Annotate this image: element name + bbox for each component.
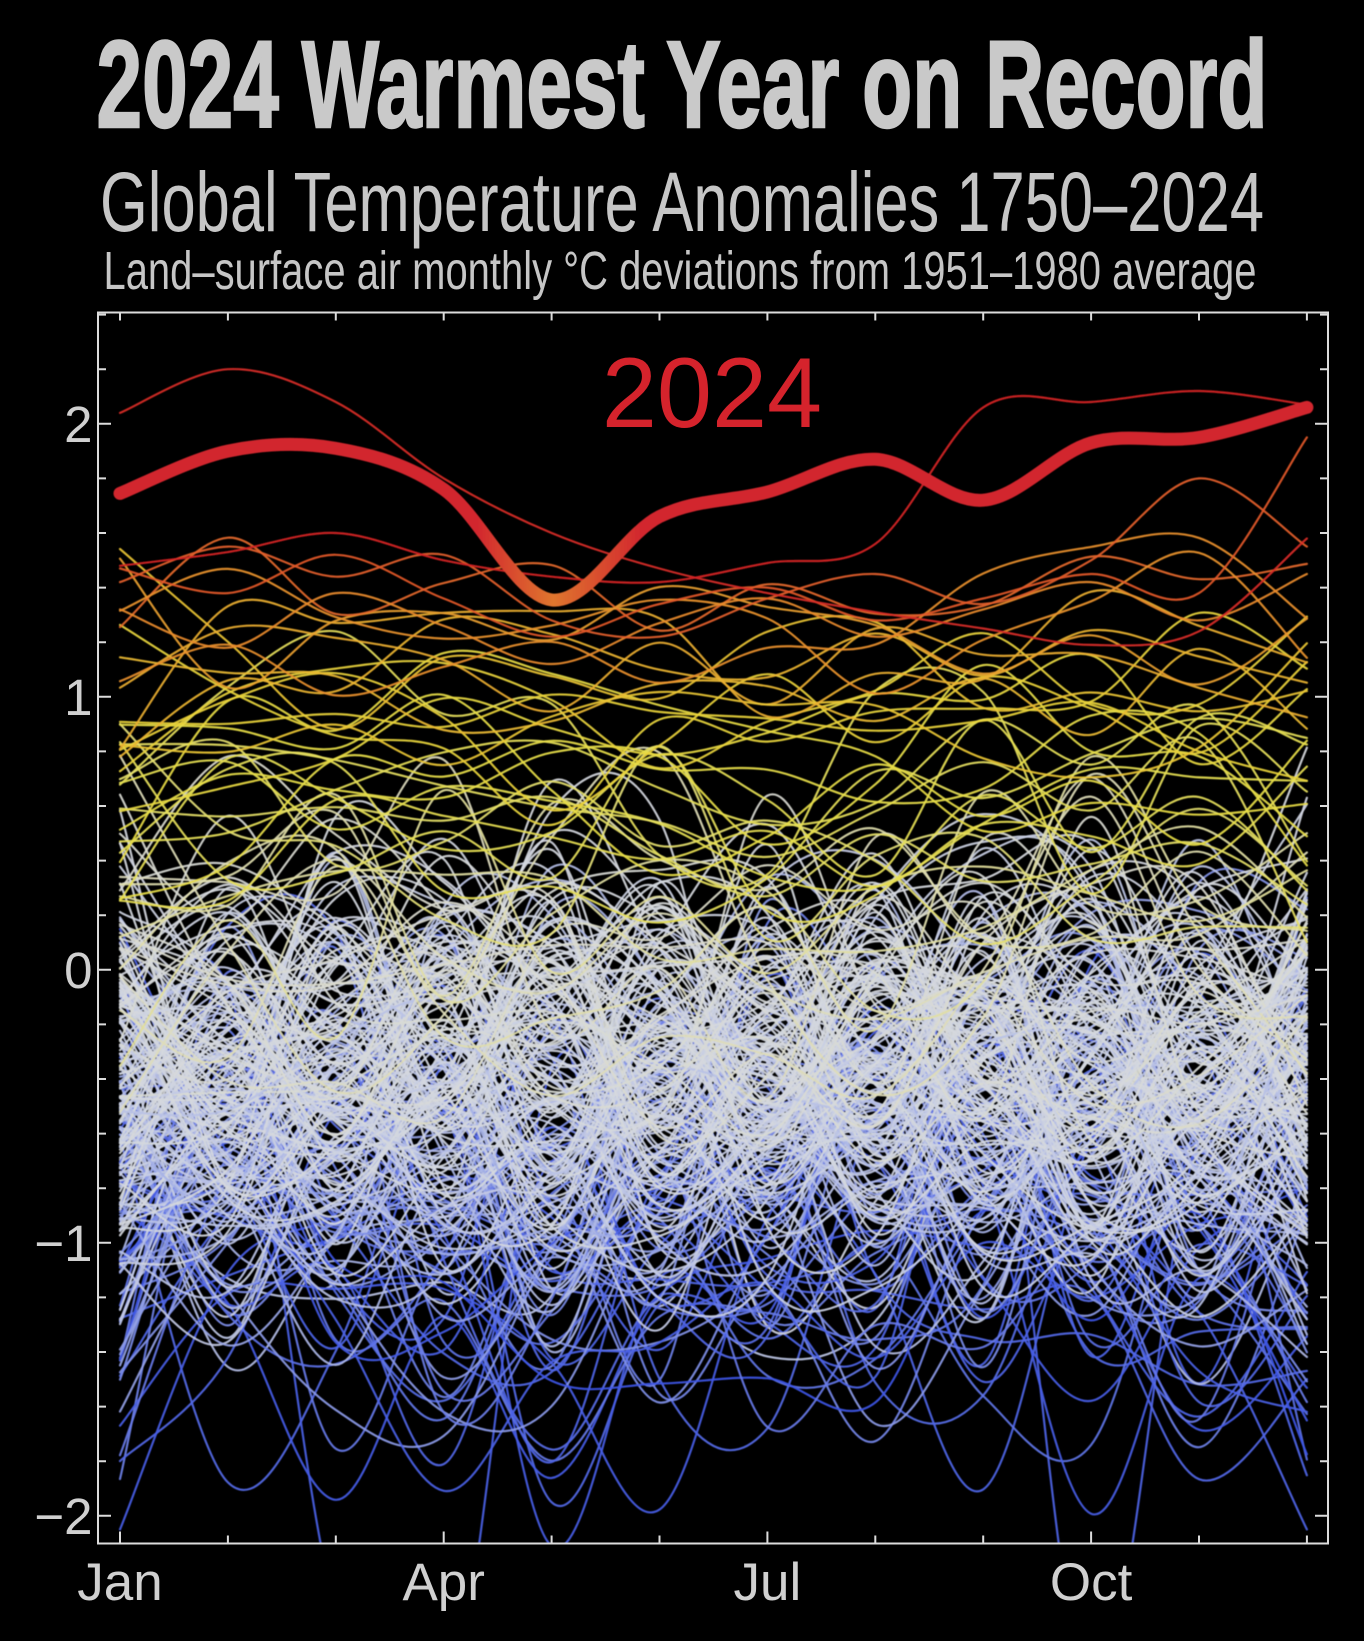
svg-text:Jul: Jul	[734, 1553, 802, 1612]
svg-text:2: 2	[64, 396, 92, 453]
svg-text:Oct: Oct	[1050, 1553, 1133, 1612]
svg-text:−2: −2	[34, 1488, 92, 1545]
svg-text:0: 0	[64, 942, 92, 999]
svg-text:2024 Warmest Year on Record: 2024 Warmest Year on Record	[97, 17, 1268, 154]
svg-text:1: 1	[64, 669, 92, 726]
svg-text:Apr: Apr	[402, 1553, 484, 1612]
svg-text:Global Temperature Anomalies 1: Global Temperature Anomalies 1750–2024	[100, 155, 1264, 249]
svg-text:−1: −1	[34, 1215, 92, 1272]
svg-text:Jan: Jan	[77, 1553, 162, 1612]
svg-text:Land–surface air monthly °C de: Land–surface air monthly °C deviations f…	[104, 241, 1257, 301]
svg-text:2024: 2024	[602, 337, 822, 448]
